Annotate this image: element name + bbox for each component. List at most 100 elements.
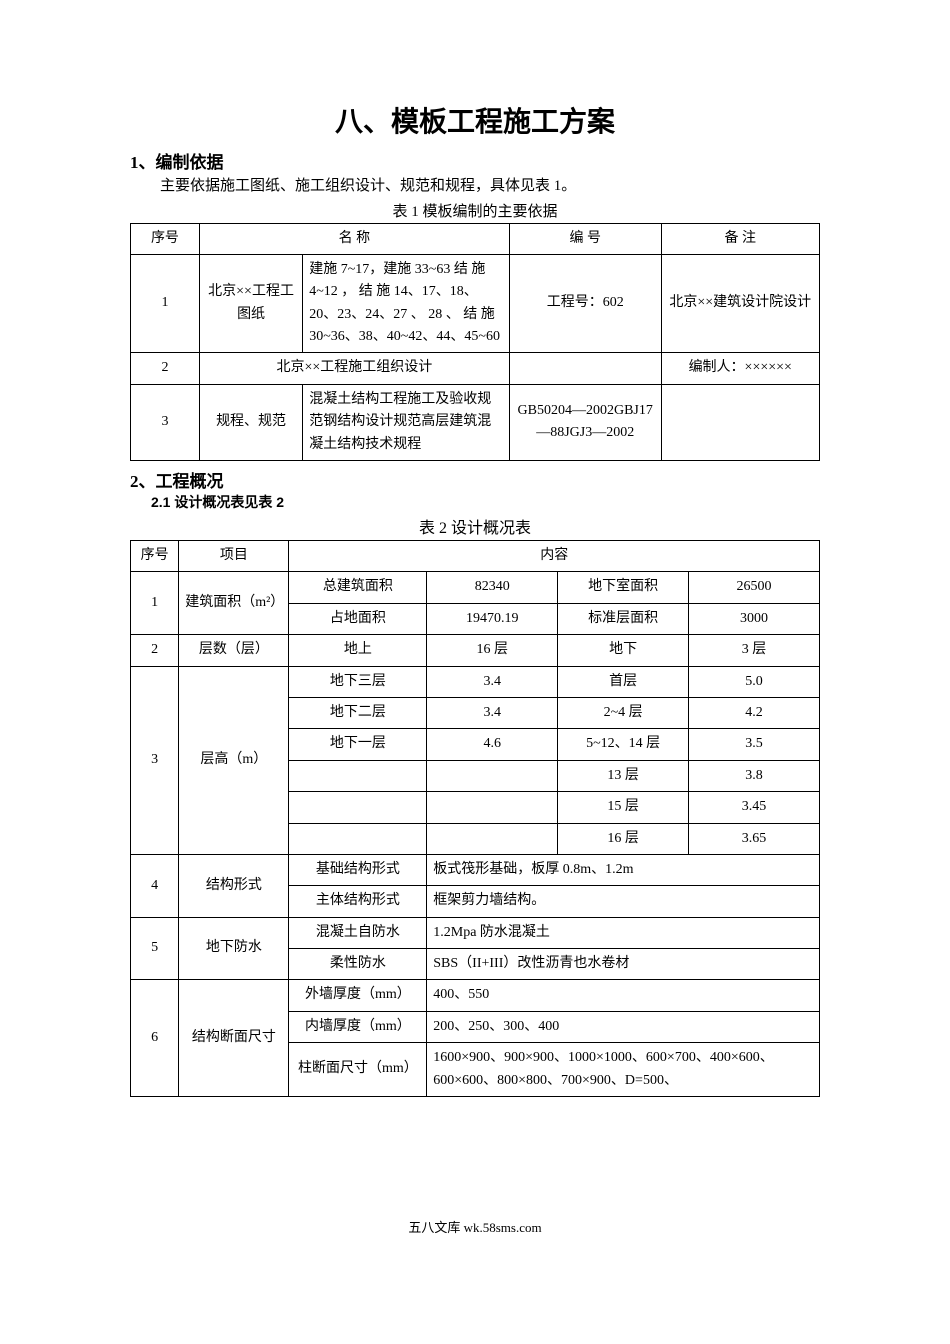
doc-title: 八、模板工程施工方案 [130,100,820,140]
t1-r1-c2b: 建施 7~17，建施 33~63 结 施 4~12 ， 结 施 14、17、18… [303,254,510,353]
t2-r2-a1: 地上 [289,635,427,666]
t2-r6-no: 6 [131,980,179,1097]
t2-r2-a3: 地下 [558,635,689,666]
t2-r2-no: 2 [131,635,179,666]
t2-r6-l2b: 200、250、300、400 [427,1011,820,1042]
t2-r6-l3b: 1600×900、900×900、1000×1000、600×700、400×6… [427,1043,820,1097]
t2-r1-b1: 占地面积 [289,603,427,634]
t2-r1-b2: 19470.19 [427,603,558,634]
t2-r1-no: 1 [131,572,179,635]
t2-r3-l4b [427,760,558,791]
t2-r1-a1: 总建筑面积 [289,572,427,603]
table1-caption: 表 1 模板编制的主要依据 [130,200,820,221]
t1-r2-c4: 编制人：×××××× [661,353,820,384]
t2-r3-l2d: 4.2 [689,697,820,728]
t2-h-seq: 序号 [131,541,179,572]
t2-r3-l4a [289,760,427,791]
section2-head-text: 、工程概况 [139,472,224,491]
t2-r1-proj: 建筑面积（m²） [179,572,289,635]
t2-r6-l2a: 内墙厚度（mm） [289,1011,427,1042]
t2-r3-l3d: 3.5 [689,729,820,760]
t2-r3-l1d: 5.0 [689,666,820,697]
t2-r3-l6a [289,823,427,854]
section2-head: 2、工程概况 [130,467,820,492]
t2-r2-a4: 3 层 [689,635,820,666]
table1-row: 1 北京××工程工图纸 建施 7~17，建施 33~63 结 施 4~12 ， … [131,254,820,353]
t2-r2-a2: 16 层 [427,635,558,666]
t2-r3-l6b [427,823,558,854]
t2-r3-l1b: 3.4 [427,666,558,697]
t2-r3-l3c: 5~12、14 层 [558,729,689,760]
t2-r3-l2a: 地下二层 [289,697,427,728]
t2-r3-l2c: 2~4 层 [558,697,689,728]
t2-r3-l3a: 地下一层 [289,729,427,760]
t2-r4-no: 4 [131,854,179,917]
t2-r3-l5c: 15 层 [558,792,689,823]
t2-r3-l1c: 首层 [558,666,689,697]
t2-r3-no: 3 [131,666,179,854]
t2-r3-l1a: 地下三层 [289,666,427,697]
section1-num: 1 [130,153,139,172]
t2-r1-b4: 3000 [689,603,820,634]
table2-header-row: 序号 项目 内容 [131,541,820,572]
table1-row: 3 规程、规范 混凝土结构工程施工及验收规范钢结构设计规范高层建筑混凝土结构技术… [131,384,820,460]
t1-r2-c2: 北京××工程施工组织设计 [199,353,509,384]
t2-r1-a4: 26500 [689,572,820,603]
table-row: 1 建筑面积（m²） 总建筑面积 82340 地下室面积 26500 [131,572,820,603]
t2-h-content: 内容 [289,541,820,572]
t2-r1-a3: 地下室面积 [558,572,689,603]
t2-h-proj: 项目 [179,541,289,572]
t2-r5-l2b: SBS（II+III）改性沥青也水卷材 [427,949,820,980]
t2-r6-l3a: 柱断面尺寸（mm） [289,1043,427,1097]
table-row: 6 结构断面尺寸 外墙厚度（mm） 400、550 [131,980,820,1011]
t2-r3-l5d: 3.45 [689,792,820,823]
t1-r1-c3: 工程号：602 [509,254,661,353]
t2-r5-l1a: 混凝土自防水 [289,917,427,948]
section1-head: 1、编制依据 [130,148,820,173]
t1-r1-c2a: 北京××工程工图纸 [199,254,302,353]
t2-r2-proj: 层数（层） [179,635,289,666]
t1-r1-c4: 北京××建筑设计院设计 [661,254,820,353]
section1-body: 主要依据施工图纸、施工组织设计、规范和规程，具体见表 1。 [130,175,820,198]
t1-r2-c1: 2 [131,353,200,384]
t2-r3-l4c: 13 层 [558,760,689,791]
table-row: 4 结构形式 基础结构形式 板式筏形基础，板厚 0.8m、1.2m [131,854,820,885]
t2-r3-l6c: 16 层 [558,823,689,854]
table1: 序号 名 称 编 号 备 注 1 北京××工程工图纸 建施 7~17，建施 33… [130,223,820,462]
t2-r5-no: 5 [131,917,179,980]
t1-h-name: 名 称 [199,223,509,254]
table-row: 2 层数（层） 地上 16 层 地下 3 层 [131,635,820,666]
t2-r6-l1a: 外墙厚度（mm） [289,980,427,1011]
section2-sub: 2.1 设计概况表见表 2 [151,492,820,512]
table-row: 5 地下防水 混凝土自防水 1.2Mpa 防水混凝土 [131,917,820,948]
table-row: 3 层高（m） 地下三层 3.4 首层 5.0 [131,666,820,697]
t2-r4-l1a: 基础结构形式 [289,854,427,885]
t2-r4-l2b: 框架剪力墙结构。 [427,886,820,917]
t1-r1-c1: 1 [131,254,200,353]
t2-r1-a2: 82340 [427,572,558,603]
t2-r5-l1b: 1.2Mpa 防水混凝土 [427,917,820,948]
t2-r3-proj: 层高（m） [179,666,289,854]
table2: 序号 项目 内容 1 建筑面积（m²） 总建筑面积 82340 地下室面积 26… [130,540,820,1097]
t2-r6-proj: 结构断面尺寸 [179,980,289,1097]
t1-r3-c2b: 混凝土结构工程施工及验收规范钢结构设计规范高层建筑混凝土结构技术规程 [303,384,510,460]
t2-r4-l1b: 板式筏形基础，板厚 0.8m、1.2m [427,854,820,885]
t2-r5-proj: 地下防水 [179,917,289,980]
t1-r3-c4 [661,384,820,460]
table2-caption: 表 2 设计概况表 [130,514,820,538]
t1-r3-c1: 3 [131,384,200,460]
t2-r3-l5a [289,792,427,823]
t1-h-seq: 序号 [131,223,200,254]
t2-r3-l3b: 4.6 [427,729,558,760]
t1-r2-c3 [509,353,661,384]
t2-r3-l6d: 3.65 [689,823,820,854]
t2-r6-l1b: 400、550 [427,980,820,1011]
t2-r3-l2b: 3.4 [427,697,558,728]
t2-r5-l2a: 柔性防水 [289,949,427,980]
t1-h-code: 编 号 [509,223,661,254]
t1-r3-c3: GB50204—2002GBJ17—88JGJ3—2002 [509,384,661,460]
t2-r3-l4d: 3.8 [689,760,820,791]
t2-r4-l2a: 主体结构形式 [289,886,427,917]
footer-text: 五八文库 wk.58sms.com [130,1217,820,1236]
table1-row: 2 北京××工程施工组织设计 编制人：×××××× [131,353,820,384]
